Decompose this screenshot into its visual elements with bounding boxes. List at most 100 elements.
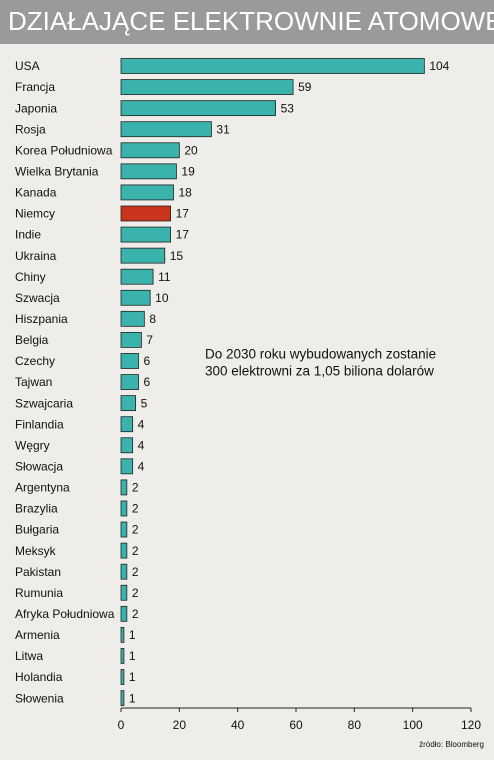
y-tick-label: Belgia bbox=[15, 333, 49, 347]
value-label: 15 bbox=[170, 249, 184, 263]
bar bbox=[120, 353, 139, 369]
y-tick-label: Francja bbox=[15, 80, 55, 94]
bar bbox=[120, 479, 128, 496]
title-band bbox=[0, 0, 494, 44]
value-label: 4 bbox=[138, 460, 145, 474]
y-tick-label: Bułgaria bbox=[15, 523, 59, 537]
y-tick-label: Słowenia bbox=[15, 691, 64, 705]
bar bbox=[120, 669, 125, 685]
y-tick-label: Rumunia bbox=[15, 586, 63, 600]
y-tick-label: Szwacja bbox=[15, 291, 60, 305]
y-tick-label: Litwa bbox=[15, 649, 43, 663]
value-label: 2 bbox=[132, 586, 139, 600]
value-label: 7 bbox=[146, 333, 153, 347]
y-tick-label: Finlandia bbox=[15, 417, 64, 431]
y-tick-label: Japonia bbox=[15, 101, 57, 115]
annotation: 300 elektrowni za 1,05 biliona dolarów bbox=[205, 364, 434, 379]
y-tick-label: Kanada bbox=[15, 186, 57, 200]
y-tick-label: Pakistan bbox=[15, 565, 61, 579]
bar bbox=[120, 79, 294, 95]
value-label: 104 bbox=[429, 59, 449, 73]
y-tick-label: Holandia bbox=[15, 670, 63, 684]
bar bbox=[120, 310, 145, 327]
value-label: 2 bbox=[132, 481, 139, 495]
bar bbox=[120, 205, 171, 222]
x-tick-label: 60 bbox=[289, 718, 303, 732]
y-tick-label: Wielka Brytania bbox=[15, 165, 99, 179]
value-label: 53 bbox=[281, 101, 295, 115]
y-tick-label: Czechy bbox=[15, 354, 55, 368]
value-label: 2 bbox=[132, 544, 139, 558]
value-label: 1 bbox=[129, 670, 136, 684]
bar bbox=[120, 184, 174, 201]
value-label: 17 bbox=[176, 228, 190, 242]
y-tick-label: Słowacja bbox=[15, 460, 63, 474]
bar bbox=[120, 437, 134, 454]
value-label: 2 bbox=[132, 502, 139, 516]
value-label: 20 bbox=[184, 143, 198, 157]
y-tick-label: Korea Południowa bbox=[15, 143, 113, 157]
x-tick-label: 0 bbox=[118, 718, 125, 732]
value-label: 19 bbox=[181, 165, 195, 179]
value-label: 6 bbox=[144, 375, 151, 389]
bar bbox=[120, 332, 142, 348]
x-tick-label: 80 bbox=[348, 718, 362, 732]
y-tick-label: Węgry bbox=[15, 438, 50, 452]
y-tick-label: Chiny bbox=[15, 270, 46, 284]
y-tick-label: Armenia bbox=[15, 628, 60, 642]
y-tick-label: Meksyk bbox=[15, 544, 57, 558]
bar bbox=[120, 500, 128, 517]
y-tick-label: USA bbox=[15, 59, 40, 73]
bar bbox=[120, 648, 125, 664]
source: źródło: Bloomberg bbox=[419, 740, 484, 749]
bar bbox=[120, 142, 180, 159]
y-tick-label: Ukraina bbox=[15, 249, 57, 263]
bar bbox=[120, 605, 128, 622]
bar bbox=[120, 542, 128, 559]
bar bbox=[120, 268, 154, 285]
y-tick-label: Rosja bbox=[15, 122, 46, 136]
bar bbox=[120, 690, 125, 706]
y-tick-label: Indie bbox=[15, 228, 41, 242]
bar bbox=[120, 626, 125, 643]
bar bbox=[120, 226, 171, 243]
y-tick-label: Hiszpania bbox=[15, 312, 68, 326]
chart-title: DZIAŁAJĄCE ELEKTROWNIE ATOMOWE bbox=[8, 6, 494, 36]
value-label: 5 bbox=[141, 396, 148, 410]
y-tick-label: Niemcy bbox=[15, 207, 55, 221]
value-label: 2 bbox=[132, 565, 139, 579]
value-label: 10 bbox=[155, 291, 169, 305]
value-label: 59 bbox=[298, 80, 312, 94]
value-label: 31 bbox=[216, 122, 230, 136]
x-tick-label: 120 bbox=[461, 718, 481, 732]
bar bbox=[120, 458, 134, 475]
bar bbox=[120, 395, 136, 412]
value-label: 4 bbox=[138, 417, 145, 431]
bar bbox=[120, 521, 128, 538]
y-tick-label: Argentyna bbox=[15, 481, 70, 495]
y-tick-label: Brazylia bbox=[15, 502, 58, 516]
bar bbox=[120, 58, 425, 74]
bar bbox=[120, 374, 139, 390]
x-tick-label: 20 bbox=[173, 718, 187, 732]
value-label: 18 bbox=[179, 186, 193, 200]
y-tick-label: Tajwan bbox=[15, 375, 52, 389]
bar bbox=[120, 163, 177, 180]
bar bbox=[120, 247, 166, 264]
bar bbox=[120, 416, 134, 433]
bar bbox=[120, 563, 128, 580]
annotation: Do 2030 roku wybudowanych zostanie bbox=[205, 347, 436, 362]
x-tick-label: 100 bbox=[403, 718, 423, 732]
value-label: 8 bbox=[149, 312, 156, 326]
value-label: 1 bbox=[129, 628, 136, 642]
bar bbox=[120, 121, 212, 138]
x-tick-label: 40 bbox=[231, 718, 245, 732]
value-label: 4 bbox=[138, 438, 145, 452]
value-label: 2 bbox=[132, 523, 139, 537]
y-tick-label: Szwajcaria bbox=[15, 396, 73, 410]
value-label: 17 bbox=[176, 207, 190, 221]
value-label: 6 bbox=[144, 354, 151, 368]
